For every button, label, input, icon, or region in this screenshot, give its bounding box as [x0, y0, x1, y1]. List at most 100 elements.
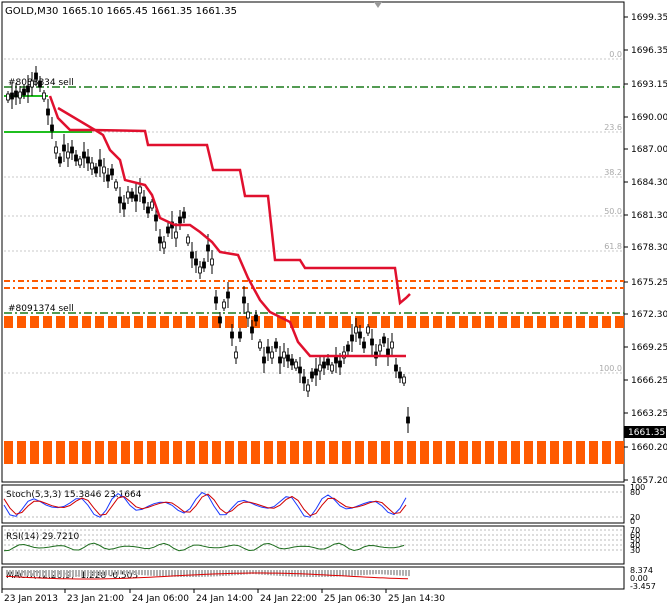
- candle-body: [294, 361, 298, 369]
- macd-hist-bar: [45, 570, 47, 577]
- macd-hist-bar: [84, 570, 86, 577]
- candle-body: [378, 344, 382, 352]
- candle-body: [54, 146, 58, 154]
- macd-hist-bar: [114, 570, 116, 575]
- chart-shift-marker-icon[interactable]: [374, 2, 382, 8]
- candle-body: [42, 92, 46, 100]
- candle-body: [162, 241, 166, 249]
- macd-hist-bar: [228, 570, 230, 576]
- macd-hist-bar: [168, 570, 170, 577]
- macd-hist-bar: [15, 570, 17, 576]
- macd-hist-bar: [48, 570, 50, 577]
- macd-hist-bar: [135, 570, 137, 575]
- time-label: 24 Jan 14:00: [196, 594, 253, 604]
- macd-hist-bar: [81, 570, 83, 577]
- price-label: 1678.30: [631, 243, 667, 253]
- candle-body: [186, 236, 190, 244]
- macd-hist-bar: [225, 570, 227, 576]
- rsi-level-label: 30: [630, 546, 640, 555]
- candle-body: [218, 316, 222, 324]
- candle-body: [266, 346, 270, 354]
- macd-hist-bar: [201, 570, 203, 577]
- macd-hist-bar: [333, 570, 335, 577]
- fib-level-label: 61.8: [604, 242, 622, 251]
- candle-body: [246, 311, 250, 319]
- macd-hist-bar: [384, 570, 386, 575]
- macd-hist-bar: [42, 570, 44, 577]
- macd-hist-bar: [255, 570, 257, 575]
- fib-level-label: 38.2: [604, 168, 622, 177]
- candle-body: [334, 356, 338, 364]
- macd-hist-bar: [33, 570, 35, 577]
- macd-hist-bar: [240, 570, 242, 575]
- macd-hist-bar: [342, 570, 344, 577]
- candle-body: [190, 251, 194, 259]
- candle-body: [242, 296, 246, 304]
- candle-body: [106, 174, 110, 182]
- price-axis[interactable]: 1699.35 1696.35 1693.15 1690.00 1687.00 1684.…: [624, 13, 667, 486]
- macd-hist-bar: [123, 570, 125, 575]
- candle-body: [166, 226, 170, 234]
- candle-body: [326, 358, 330, 366]
- price-label: 1696.35: [631, 46, 667, 56]
- macd-hist-bar: [192, 570, 194, 577]
- macd-hist-bar: [399, 570, 401, 576]
- candle-body: [214, 296, 218, 304]
- stoch-panel-frame[interactable]: [1, 484, 625, 524]
- time-label: 24 Jan 22:00: [260, 594, 317, 604]
- candle-body: [126, 191, 130, 199]
- stoch-label: Stoch(5,3,3) 15.3846 23.1664: [6, 490, 142, 500]
- current-price-box: [624, 426, 666, 438]
- stoch-level-label: 100: [630, 483, 645, 492]
- candle-body: [142, 196, 146, 204]
- macd-panel-frame[interactable]: [1, 566, 625, 590]
- macd-hist-bar: [198, 570, 200, 577]
- macd-hist-bar: [147, 570, 149, 576]
- rsi-line: [3, 542, 405, 552]
- stoch-level-label: 20: [630, 513, 640, 522]
- time-axis[interactable]: 23 Jan 2013 23 Jan 21:00 24 Jan 06:00 24 Ja…: [1, 589, 445, 604]
- candle-body: [38, 80, 42, 88]
- price-label: 1666.25: [631, 376, 667, 386]
- candle-body: [354, 326, 358, 334]
- price-label: 1681.30: [631, 211, 667, 221]
- macd-hist-bar: [207, 570, 209, 577]
- candle-body: [150, 201, 154, 209]
- candle-body: [98, 159, 102, 167]
- macd-hist-bar: [105, 570, 107, 576]
- candle-body: [102, 166, 106, 174]
- rsi-level-label: 70: [630, 526, 640, 535]
- macd-hist-bar: [246, 570, 248, 575]
- macd-hist-bar: [390, 570, 392, 575]
- candle-body: [314, 368, 318, 376]
- macd-hist-bar: [321, 570, 323, 577]
- macd-hist-bar: [39, 570, 41, 577]
- candle-body: [330, 364, 334, 372]
- macd-hist-bar: [120, 570, 122, 575]
- candle-body: [254, 314, 258, 322]
- candle-body: [386, 348, 390, 356]
- price-label: 1663.25: [631, 409, 667, 419]
- stoch-main-line: [3, 491, 407, 518]
- macd-hist-bar: [27, 570, 29, 576]
- macd-hist-bar: [252, 570, 254, 575]
- time-label: 25 Jan 06:30: [324, 594, 381, 604]
- macd-hist-bar: [357, 570, 359, 576]
- price-label: 1693.15: [631, 80, 667, 90]
- macd-level-label: 0.00: [630, 574, 648, 583]
- candle-body: [158, 236, 162, 244]
- candle-body: [202, 261, 206, 269]
- main-chart-frame[interactable]: [1, 1, 625, 483]
- candle-body: [286, 354, 290, 362]
- macd-hist-bar: [126, 570, 128, 575]
- candle-body: [110, 168, 114, 176]
- symbol-timeframe: GOLD,M30: [5, 6, 58, 17]
- candle-body: [274, 341, 278, 349]
- candle-body: [182, 211, 186, 219]
- candle-body: [282, 351, 286, 359]
- candle-body: [10, 92, 14, 100]
- rsi-panel-frame[interactable]: [1, 525, 625, 565]
- price-label: 1672.30: [631, 310, 667, 320]
